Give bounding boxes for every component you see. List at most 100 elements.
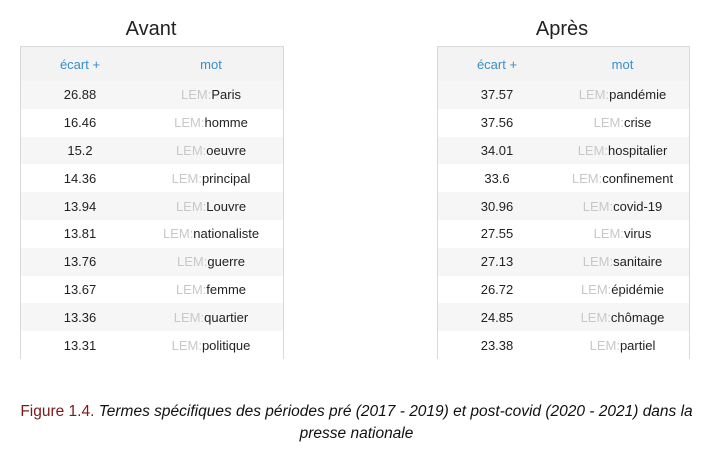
table-body: 26.88 LEM:Paris 16.46 LEM:homme 15.2 LEM:oeuv…: [21, 81, 283, 359]
lemma-prefix: LEM:: [177, 254, 208, 270]
word-cell: LEM:homme: [139, 115, 283, 130]
lemma-prefix: LEM:: [171, 337, 202, 353]
score-cell: 13.76: [63, 254, 97, 270]
lemma-prefix: LEM:: [175, 142, 207, 158]
column-header-score[interactable]: écart +: [59, 56, 101, 72]
word-cell: LEM:nationaliste: [139, 226, 283, 241]
table-after: écart + mot 37.57 LEM:pandémie 37.56 LEM:cr…: [437, 46, 690, 359]
score-cell: 24.85: [480, 309, 514, 325]
word-cell: LEM:hospitalier: [556, 143, 689, 158]
word-cell: LEM:crise: [556, 115, 689, 130]
score-cell: 13.67: [63, 281, 97, 297]
lemma-prefix: LEM:: [582, 198, 614, 214]
score-cell: 23.38: [480, 337, 514, 353]
score-cell: 13.31: [63, 337, 97, 353]
table-row: 13.81 LEM:nationaliste: [21, 219, 283, 248]
word-cell: LEM:politique: [139, 338, 283, 353]
lemma-prefix: LEM:: [175, 281, 207, 297]
word-cell: LEM:épidémie: [556, 282, 689, 297]
score-cell: 27.55: [480, 226, 514, 242]
word-text: Paris: [211, 87, 241, 103]
table-row: 13.31 LEM:politique: [21, 331, 283, 359]
lemma-prefix: LEM:: [173, 309, 205, 325]
figure-number: Figure 1.4.: [20, 403, 95, 420]
score-cell: 37.57: [480, 87, 514, 103]
word-cell: LEM:chômage: [556, 310, 689, 325]
lemma-prefix: LEM:: [580, 281, 612, 297]
table-before: écart + mot 26.88 LEM:Paris 16.46 LEM:homme…: [20, 46, 284, 359]
score-cell: 27.13: [480, 254, 514, 270]
score-cell: 30.96: [480, 198, 514, 214]
word-text: crise: [623, 115, 652, 131]
score-cell: 15.2: [67, 142, 93, 158]
score-cell: 16.46: [63, 115, 97, 131]
word-text: covid-19: [613, 198, 663, 214]
table-row: 16.46 LEM:homme: [21, 108, 283, 137]
column-header-word[interactable]: mot: [611, 56, 634, 72]
score-cell: 26.72: [480, 281, 514, 297]
word-cell: LEM:Louvre: [139, 199, 283, 214]
table-row: 13.76 LEM:guerre: [21, 247, 283, 276]
word-text: quartier: [204, 309, 249, 325]
word-cell: LEM:Paris: [139, 87, 283, 102]
lemma-prefix: LEM:: [571, 170, 603, 186]
word-cell: LEM:pandémie: [556, 87, 689, 102]
word-text: guerre: [207, 254, 245, 270]
word-text: partiel: [619, 337, 656, 353]
word-cell: LEM:oeuvre: [139, 143, 283, 158]
lemma-prefix: LEM:: [582, 254, 614, 270]
score-cell: 34.01: [480, 142, 514, 158]
word-text: sanitaire: [613, 254, 663, 270]
word-text: oeuvre: [206, 142, 247, 158]
table-row: 15.2 LEM:oeuvre: [21, 136, 283, 165]
table-header: écart + mot: [21, 47, 283, 81]
word-cell: LEM:confinement: [556, 171, 689, 186]
word-text: chômage: [610, 309, 665, 325]
lemma-prefix: LEM:: [171, 170, 202, 186]
table-row: 33.6 LEM:confinement: [438, 164, 689, 193]
lemma-prefix: LEM:: [589, 337, 620, 353]
column-header-word[interactable]: mot: [200, 56, 222, 72]
word-text: politique: [201, 337, 251, 353]
lemma-prefix: LEM:: [181, 87, 212, 103]
word-cell: LEM:femme: [139, 282, 283, 297]
table-row: 27.13 LEM:sanitaire: [438, 247, 689, 276]
word-text: homme: [204, 115, 248, 131]
table-row: 13.67 LEM:femme: [21, 275, 283, 304]
table-row: 37.57 LEM:pandémie: [438, 81, 689, 109]
score-cell: 13.36: [63, 309, 97, 325]
word-text: nationaliste: [193, 226, 260, 242]
table-row: 30.96 LEM:covid-19: [438, 192, 689, 220]
figure-caption-text: Termes spécifiques des périodes pré (201…: [98, 403, 693, 442]
word-cell: LEM:partiel: [556, 338, 689, 353]
table-title-after: Après: [535, 18, 589, 40]
table-header: écart + mot: [438, 47, 689, 81]
table-row: 13.36 LEM:quartier: [21, 303, 283, 332]
word-text: hospitalier: [608, 142, 668, 158]
table-row: 37.56 LEM:crise: [438, 108, 689, 137]
table-row: 14.36 LEM:principal: [21, 164, 283, 193]
score-cell: 26.88: [63, 87, 97, 103]
lemma-prefix: LEM:: [174, 115, 205, 131]
score-cell: 13.94: [63, 198, 97, 214]
word-cell: LEM:virus: [556, 226, 689, 241]
score-cell: 33.6: [484, 170, 510, 186]
word-cell: LEM:covid-19: [556, 199, 689, 214]
word-cell: LEM:guerre: [139, 254, 283, 269]
word-text: femme: [206, 281, 247, 297]
word-text: Louvre: [206, 198, 247, 214]
lemma-prefix: LEM:: [593, 115, 624, 131]
table-row: 26.72 LEM:épidémie: [438, 275, 689, 304]
word-cell: LEM:sanitaire: [556, 254, 689, 269]
lemma-prefix: LEM:: [580, 309, 611, 325]
word-cell: LEM:principal: [139, 171, 283, 186]
score-cell: 13.81: [63, 226, 97, 242]
table-row: 23.38 LEM:partiel: [438, 331, 689, 359]
column-header-score[interactable]: écart +: [476, 56, 518, 72]
score-cell: 14.36: [63, 170, 97, 186]
lemma-prefix: LEM:: [577, 142, 609, 158]
table-row: 26.88 LEM:Paris: [21, 81, 283, 109]
table-row: 24.85 LEM:chômage: [438, 303, 689, 332]
lemma-prefix: LEM:: [578, 87, 610, 103]
word-cell: LEM:quartier: [139, 310, 283, 325]
